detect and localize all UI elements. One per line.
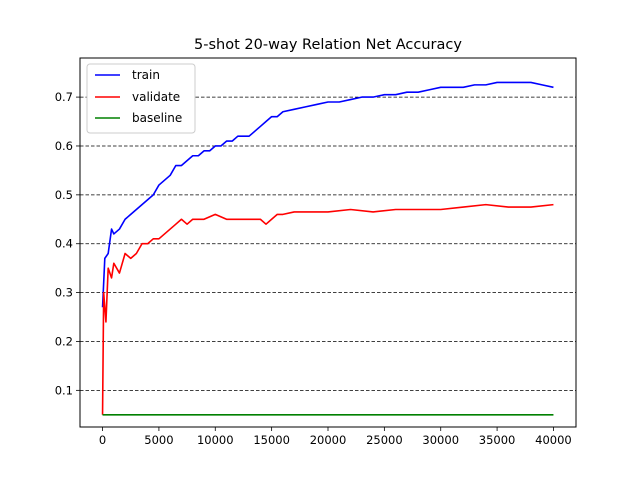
- legend-label-train: train: [132, 68, 160, 82]
- x-tick-label-0: 0: [99, 433, 106, 447]
- x-tick-label-7: 35000: [479, 433, 516, 447]
- x-tick-label-3: 15000: [253, 433, 290, 447]
- y-tick-label-4: 0.5: [55, 188, 73, 202]
- x-tick-label-1: 5000: [144, 433, 173, 447]
- x-tick-label-5: 25000: [366, 433, 403, 447]
- x-tick-label-2: 10000: [197, 433, 234, 447]
- x-tick-label-4: 20000: [310, 433, 347, 447]
- y-tick-label-1: 0.2: [55, 334, 73, 348]
- y-tick-label-5: 0.6: [55, 139, 73, 153]
- legend-label-validate: validate: [132, 90, 180, 104]
- legend: train validate baseline: [86, 63, 196, 134]
- legend-label-baseline: baseline: [132, 111, 182, 125]
- x-tick-label-8: 40000: [535, 433, 572, 447]
- grid-lines: [80, 96, 576, 391]
- legend-box: [86, 63, 196, 134]
- series-line-validate: [101, 203, 554, 415]
- y-axis-ticks: 0.1 0.2 0.3 0.4 0.5 0.6 0.7: [55, 90, 80, 397]
- series-lines: [101, 81, 554, 416]
- y-tick-label-2: 0.3: [55, 286, 73, 300]
- y-tick-label-3: 0.4: [55, 237, 73, 251]
- y-tick-label-6: 0.7: [55, 90, 73, 104]
- series-line-train: [101, 81, 554, 308]
- x-tick-label-6: 30000: [422, 433, 459, 447]
- chart-title: 5-shot 20-way Relation Net Accuracy: [194, 37, 462, 53]
- x-axis-ticks: 0 5000 10000 15000 20000 25000 30000 35000 40000: [99, 427, 572, 447]
- y-tick-label-0: 0.1: [55, 383, 73, 397]
